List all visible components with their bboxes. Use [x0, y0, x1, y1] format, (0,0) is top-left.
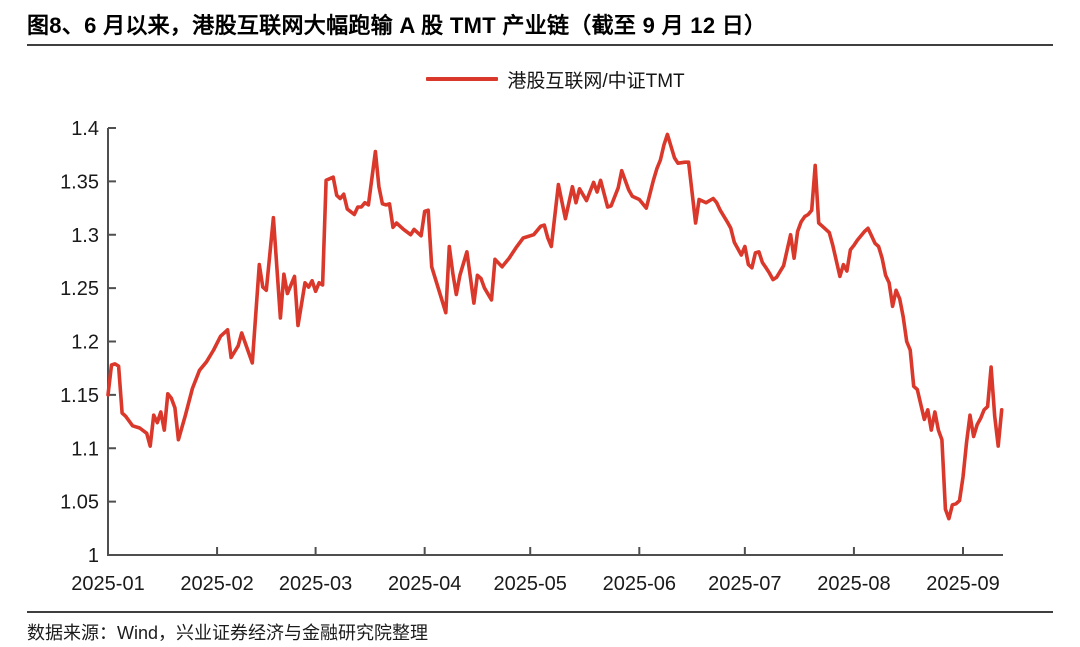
- y-tick-label: 1.25: [60, 278, 99, 300]
- y-tick-label: 1.2: [71, 332, 99, 354]
- x-tick-label: 2025-04: [388, 573, 461, 595]
- y-tick-label: 1.05: [60, 492, 99, 514]
- x-tick-label: 2025-05: [494, 573, 567, 595]
- y-tick-label: 1.15: [60, 385, 99, 407]
- legend-series-label: 港股互联网/中证TMT: [507, 70, 685, 92]
- x-tick-label: 2025-03: [279, 573, 352, 595]
- x-tick-label: 2025-09: [926, 573, 999, 595]
- series-line: [106, 132, 1004, 521]
- figure-title: 图8、6 月以来，港股互联网大幅跑输 A 股 TMT 产业链（截至 9 月 12…: [27, 13, 767, 38]
- data-source-note: 数据来源：Wind，兴业证券经济与金融研究院整理: [27, 623, 429, 643]
- x-tick-label: 2025-01: [71, 573, 144, 595]
- y-tick-label: 1.35: [60, 171, 99, 193]
- y-tick-label: 1.4: [71, 118, 99, 140]
- footer-divider: [27, 611, 1053, 613]
- chart-legend: 港股互联网/中证TMT: [108, 64, 1003, 94]
- y-tick-label: 1.3: [71, 225, 99, 247]
- title-divider: [27, 44, 1053, 46]
- axis-lines: [107, 128, 1003, 556]
- x-tick-label: 2025-07: [708, 573, 781, 595]
- y-tick-label: 1.1: [71, 438, 99, 460]
- x-tick-label: 2025-02: [180, 573, 253, 595]
- x-tick-label: 2025-08: [817, 573, 890, 595]
- y-tick-label: 1: [88, 545, 99, 567]
- legend-line-swatch: [426, 77, 499, 81]
- x-tick-label: 2025-06: [603, 573, 676, 595]
